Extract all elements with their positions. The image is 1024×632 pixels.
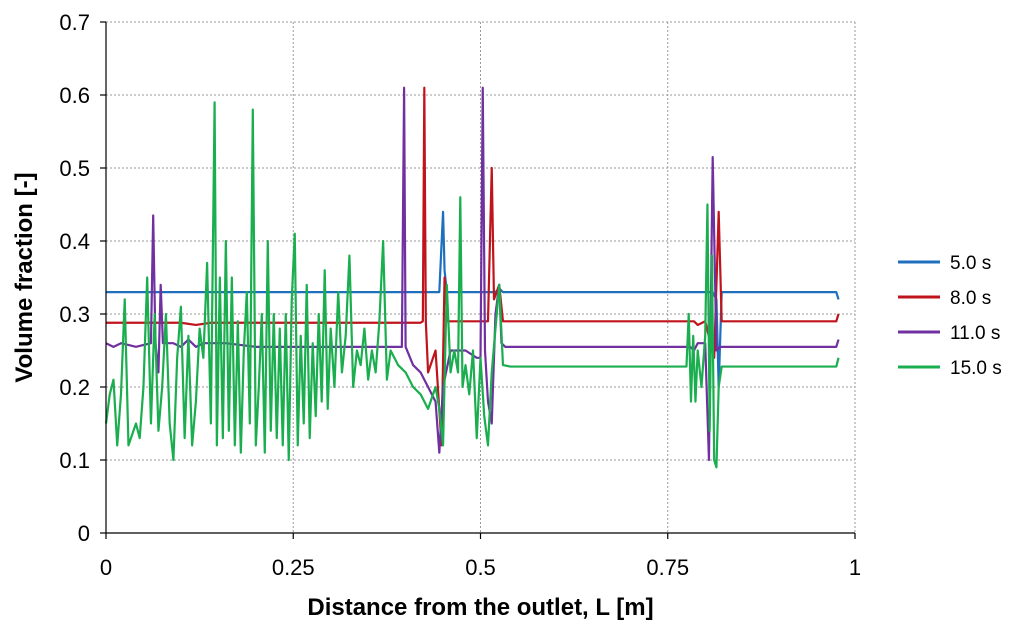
y-tick-label: 0 [78, 521, 90, 546]
y-tick-label: 0.5 [59, 156, 90, 181]
y-tick-label: 0.2 [59, 375, 90, 400]
series-line [105, 86, 840, 462]
tick-labels: 0 0.1 0.2 0.3 0.4 0.5 0.6 0.7 0 0.25 0.5 0.75 1 [59, 10, 861, 580]
y-axis-title: Volume fraction [-] [11, 172, 38, 382]
x-tick-label: 0 [100, 555, 112, 580]
x-tick-label: 0.75 [646, 555, 689, 580]
x-tick-label: 0.5 [465, 555, 496, 580]
legend: 5.0 s 8.0 s 11.0 s 15.0 s [898, 253, 1002, 379]
series-lines [104, 86, 840, 469]
y-tick-label: 0.6 [59, 83, 90, 108]
series-line [104, 101, 840, 469]
y-tick-label: 0.4 [59, 229, 90, 254]
legend-label: 8.0 s [950, 288, 991, 309]
grid-lines [106, 21, 856, 533]
legend-label: 11.0 s [950, 323, 1000, 344]
x-tick-label: 0.25 [272, 555, 315, 580]
x-axis-title: Distance from the outlet, L [m] [307, 594, 653, 621]
y-tick-label: 0.1 [59, 448, 90, 473]
legend-label: 15.0 s [950, 358, 1002, 379]
y-tick-label: 0.3 [59, 302, 90, 327]
legend-label: 5.0 s [950, 253, 991, 274]
x-tick-label: 1 [849, 555, 861, 580]
axes [100, 21, 856, 539]
y-tick-label: 0.7 [59, 10, 90, 35]
